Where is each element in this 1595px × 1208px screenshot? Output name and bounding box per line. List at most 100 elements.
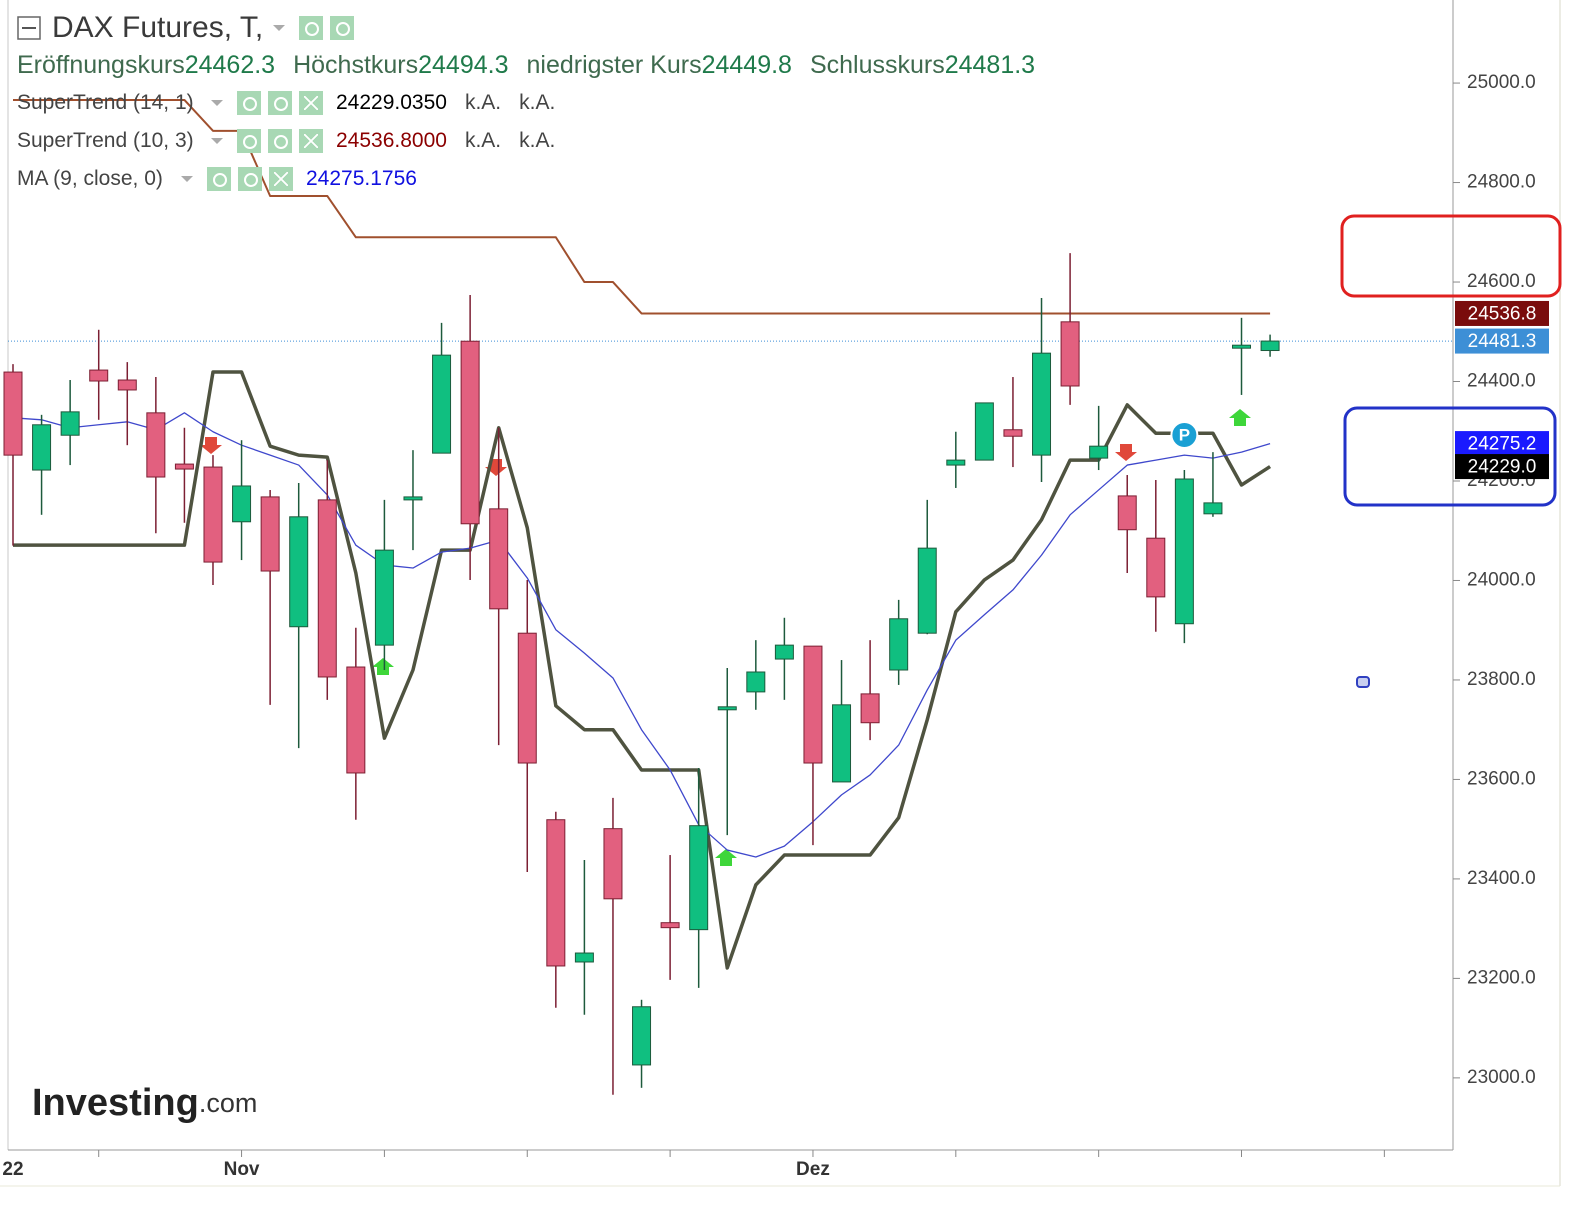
indicator-line xyxy=(13,98,1271,315)
candle-body xyxy=(1032,352,1052,456)
candle-body xyxy=(746,671,766,693)
visibility-toggle[interactable] xyxy=(237,129,261,153)
candle-body xyxy=(974,402,994,461)
candle-body xyxy=(346,666,366,774)
dropdown[interactable] xyxy=(211,100,223,106)
buy-arrow xyxy=(1229,409,1251,426)
indicator-line xyxy=(12,412,1271,858)
ohlc-label: Schlusskurs xyxy=(809,50,945,79)
y-tick-label: 24000.0 xyxy=(1467,569,1536,590)
logo-domain: .com xyxy=(199,1088,258,1118)
price-label-box xyxy=(1455,300,1549,326)
highlight-box xyxy=(1340,214,1562,298)
candle-body xyxy=(374,549,394,646)
candle-body xyxy=(1260,340,1280,352)
price-label-box xyxy=(1455,454,1549,480)
indicator-value: 24275.1756 xyxy=(306,167,417,190)
indicators xyxy=(12,98,1272,970)
candle-body xyxy=(146,412,166,478)
settings-button[interactable] xyxy=(268,91,292,115)
ohlc-row: Eröffnungskurs 24462.3 Höchstkurs 24494.3 … xyxy=(17,50,1053,80)
x-tick-label: 22 xyxy=(2,1159,23,1180)
dropdown[interactable] xyxy=(211,138,223,144)
marker xyxy=(1356,676,1370,688)
candle-body xyxy=(89,369,109,382)
candle-body xyxy=(232,485,252,523)
buy-arrow xyxy=(715,849,737,866)
ohlc-value: 24449.8 xyxy=(701,50,792,79)
sell-arrow xyxy=(1115,444,1137,461)
dropdown[interactable] xyxy=(273,25,286,31)
y-tick-label: 23400.0 xyxy=(1467,868,1536,889)
candle-body xyxy=(489,508,509,610)
candle-body xyxy=(774,644,794,660)
y-tick-label: 24800.0 xyxy=(1467,172,1536,193)
ohlc-value: 24494.3 xyxy=(418,50,509,79)
visibility-toggle[interactable] xyxy=(207,167,231,191)
remove-button[interactable] xyxy=(299,129,323,153)
candle-body xyxy=(260,496,280,572)
candle-body xyxy=(946,459,966,466)
settings-button[interactable] xyxy=(330,16,355,40)
pivot-marker: P xyxy=(1170,421,1199,449)
candle-body xyxy=(432,354,452,454)
dropdown[interactable] xyxy=(181,176,193,182)
candle-body xyxy=(317,499,337,678)
y-tick-label: 23800.0 xyxy=(1467,669,1536,690)
price-label-box xyxy=(1455,431,1549,457)
signal-arrows xyxy=(200,409,1251,866)
indicator-row: MA (9, close, 0) 24275.1756 xyxy=(17,165,417,193)
chart-title: DAX Futures, T, xyxy=(52,11,264,44)
buy-arrow xyxy=(372,658,394,675)
price-label: 24275.2 xyxy=(1468,434,1537,455)
candle-body xyxy=(660,922,680,929)
visibility-toggle[interactable] xyxy=(237,91,261,115)
candle-body xyxy=(546,819,566,967)
candle-body xyxy=(632,1006,652,1066)
title-row: DAX Futures, T, xyxy=(17,10,361,46)
indicator-status: k.A. xyxy=(464,91,502,114)
ohlc-label: Höchstkurs xyxy=(293,50,419,79)
remove-button[interactable] xyxy=(299,91,323,115)
settings-button[interactable] xyxy=(238,167,262,191)
candle-body xyxy=(60,411,80,436)
candle-body xyxy=(289,516,309,628)
candle-body xyxy=(574,952,594,963)
candle-body xyxy=(603,828,623,900)
ohlc-value: 24462.3 xyxy=(184,50,276,79)
candle-body xyxy=(1174,478,1194,625)
indicator-status: k.A. xyxy=(464,129,502,152)
logo: Investing.com xyxy=(32,1082,257,1124)
y-tick-label: 24600.0 xyxy=(1467,271,1536,292)
visibility-toggle[interactable] xyxy=(299,16,324,40)
candle-body xyxy=(32,424,52,471)
candle-body xyxy=(1060,321,1080,387)
indicator-name: SuperTrend (14, 1) xyxy=(17,91,194,114)
candle-body xyxy=(689,825,709,931)
remove-button[interactable] xyxy=(269,167,293,191)
y-tick-label: 23000.0 xyxy=(1467,1067,1536,1088)
candle-body xyxy=(1003,429,1023,437)
candle-body xyxy=(717,706,737,711)
pivot-label: P xyxy=(1179,425,1190,444)
logo-name: Investing xyxy=(32,1082,199,1124)
candle-body xyxy=(403,496,423,501)
candle-body xyxy=(1203,502,1223,515)
candle-body xyxy=(832,704,852,783)
x-tick-label: Nov xyxy=(224,1159,260,1180)
collapse-button[interactable] xyxy=(17,16,41,40)
x-tick-label: Dez xyxy=(796,1159,830,1180)
candle-body xyxy=(174,463,194,470)
candle-body xyxy=(1117,495,1137,531)
candle-body xyxy=(3,371,23,456)
candle-body xyxy=(1146,537,1166,598)
indicator-status: k.A. xyxy=(519,129,556,152)
candle-body xyxy=(460,340,480,525)
indicator-value: 24536.8000 xyxy=(336,129,447,152)
indicator-value: 24229.0350 xyxy=(336,91,447,114)
candle-body xyxy=(917,547,937,634)
pivot-circle xyxy=(1170,421,1199,449)
settings-button[interactable] xyxy=(268,129,292,153)
